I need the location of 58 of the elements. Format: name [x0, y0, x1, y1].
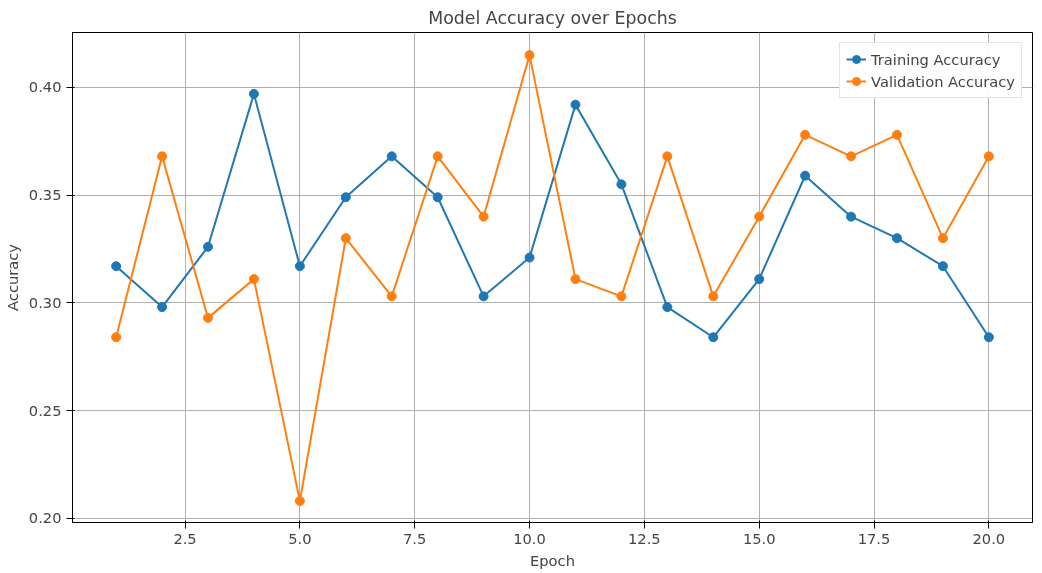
point: [248, 88, 259, 99]
point: [340, 233, 351, 244]
point: [983, 151, 994, 162]
point: [524, 50, 535, 61]
point: [294, 495, 305, 506]
x-tick-label: 17.5: [857, 529, 891, 547]
point: [983, 332, 994, 343]
point: [570, 274, 581, 285]
x-tick-label: 2.5: [173, 529, 197, 547]
point: [294, 261, 305, 272]
point: [616, 179, 627, 190]
point: [937, 233, 948, 244]
point: [937, 261, 948, 272]
point: [248, 274, 259, 285]
x-tick-label: 20.0: [972, 529, 1006, 547]
point: [662, 151, 673, 162]
point: [800, 129, 811, 140]
y-tick-label: 0.20: [28, 509, 62, 527]
y-tick-label: 0.30: [28, 293, 62, 311]
point: [524, 252, 535, 263]
point: [157, 151, 168, 162]
point: [846, 211, 857, 222]
point: [478, 211, 489, 222]
point: [892, 129, 902, 140]
point: [478, 291, 489, 302]
x-tick-label: 12.5: [628, 529, 661, 547]
point: [708, 291, 719, 302]
point: [111, 261, 122, 272]
point: [708, 332, 719, 343]
y-axis-title: Accuracy: [3, 243, 21, 311]
point: [662, 302, 673, 313]
x-axis-title: Epoch: [530, 551, 575, 569]
point: [203, 241, 213, 252]
point: [892, 233, 902, 244]
point: [432, 151, 443, 162]
point: [157, 302, 168, 313]
y-tick-label: 0.25: [28, 401, 62, 419]
point: [570, 99, 581, 110]
legend-label: Validation Accuracy: [871, 72, 1015, 90]
point: [800, 170, 811, 181]
legend-label: Training Accuracy: [871, 50, 1001, 68]
x-tick-label: 10.0: [513, 529, 546, 547]
point: [386, 151, 397, 162]
x-tick-label: 15.0: [742, 529, 776, 547]
point: [203, 312, 213, 323]
point: [616, 291, 627, 302]
point: [846, 151, 857, 162]
point: [432, 192, 443, 203]
chart-title: Model Accuracy over Epochs: [428, 7, 677, 28]
x-tick-label: 5.0: [288, 529, 312, 547]
point: [340, 192, 351, 203]
x-tick-label: 7.5: [403, 529, 427, 547]
point: [754, 211, 765, 222]
y-tick-label: 0.35: [28, 186, 62, 204]
y-tick-label: 0.40: [28, 78, 62, 96]
point: [111, 332, 122, 343]
point: [754, 274, 765, 285]
point: [386, 291, 397, 302]
